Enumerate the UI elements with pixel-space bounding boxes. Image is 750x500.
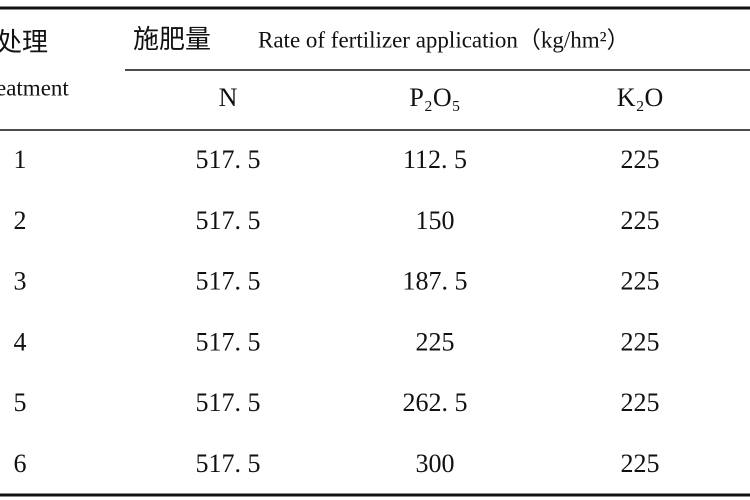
cell: 517. 5	[196, 449, 261, 478]
cell: 187. 5	[403, 267, 468, 296]
column-header: P₂O₅	[409, 83, 460, 112]
cell: 5	[14, 388, 27, 417]
cell: 2	[14, 206, 27, 235]
column-header: N	[219, 83, 238, 112]
cell: 225	[621, 449, 660, 478]
cell: 112. 5	[403, 145, 467, 174]
cell: 517. 5	[196, 388, 261, 417]
cell: 262. 5	[403, 388, 468, 417]
cell: 517. 5	[196, 206, 261, 235]
rate-cn: 施肥量	[133, 25, 211, 54]
cell: 517. 5	[196, 327, 261, 356]
cell: 3	[14, 267, 27, 296]
cell: 300	[416, 449, 455, 478]
cell: 517. 5	[196, 145, 261, 174]
cell: 150	[416, 206, 455, 235]
cell: 225	[416, 327, 455, 356]
cell: 6	[14, 449, 27, 478]
cell: 517. 5	[196, 267, 261, 296]
cell: 225	[621, 327, 660, 356]
cell: 225	[621, 145, 660, 174]
cell: 1	[14, 145, 27, 174]
cell: 225	[621, 267, 660, 296]
cell: 225	[621, 206, 660, 235]
cell: 225	[621, 388, 660, 417]
treatment-cn: 处理	[0, 28, 48, 57]
treatment-en: eatment	[0, 75, 69, 100]
rate-en: Rate of fertilizer application（kg/hm²）	[258, 27, 630, 52]
column-header: K₂O	[617, 83, 664, 112]
cell: 4	[14, 327, 27, 356]
